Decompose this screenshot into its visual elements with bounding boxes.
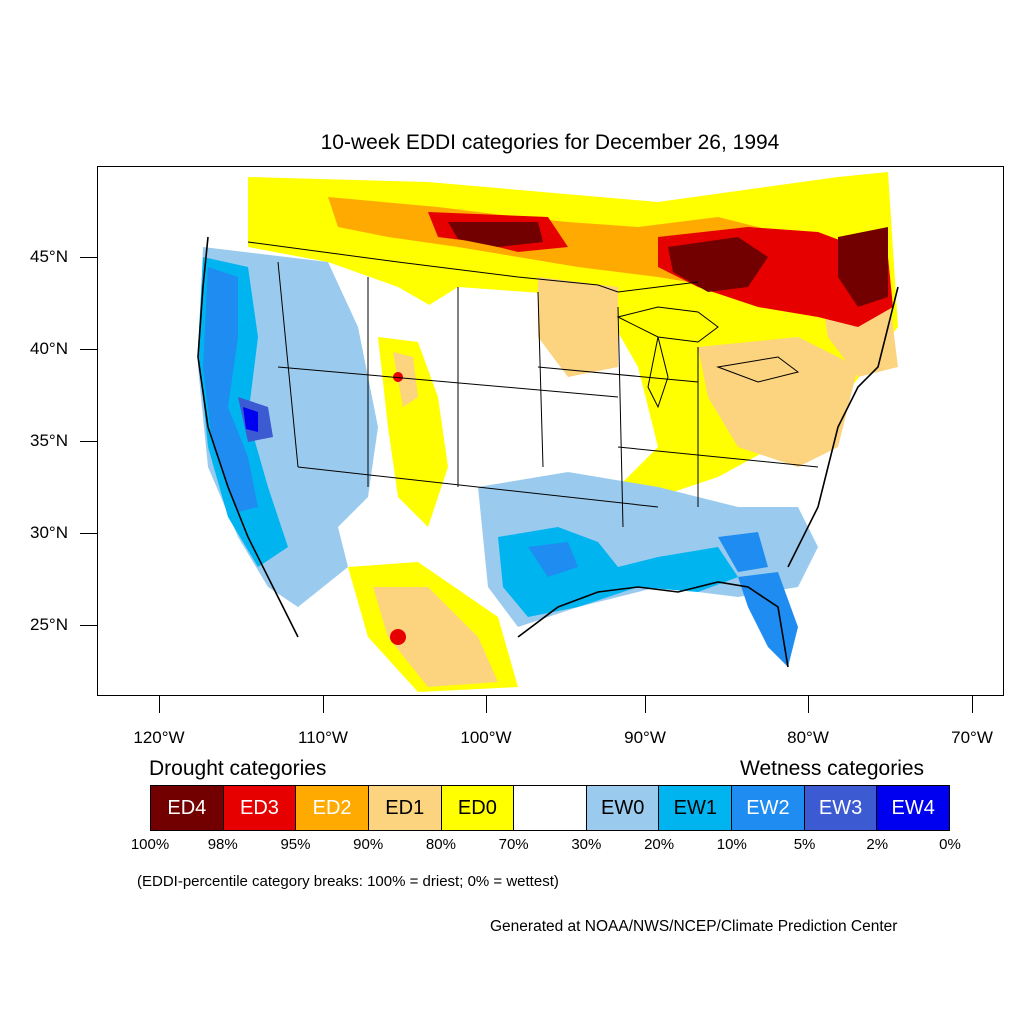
drought-heading: Drought categories [149,757,327,780]
lon-tick [645,696,646,713]
legend-swatch-ed0: ED0 [441,786,515,830]
anomaly-fill-layer [198,172,898,692]
lon-label-100: 100°W [460,728,512,747]
legend-swatch-none [514,786,587,830]
legend-swatch-ed3: ED3 [223,786,297,830]
legend-break-label: 5% [793,836,816,853]
lat-tick [80,533,97,534]
eddi-map [97,166,1004,696]
legend-break-label: 20% [644,836,675,853]
category-note: (EDDI-percentile category breaks: 100% =… [137,873,559,890]
lat-label-40: 40°N [30,339,68,358]
lat-label-35: 35°N [30,431,68,450]
lon-tick [486,696,487,713]
legend-swatch-ed2: ED2 [296,786,369,830]
legend-swatch-ew0: EW0 [586,786,660,830]
lon-tick [808,696,809,713]
legend-swatch-ew3: EW3 [804,786,878,830]
lat-label-30: 30°N [30,523,68,542]
lon-label-120: 120°W [133,728,185,747]
lon-label-70: 70°W [951,728,993,747]
legend-swatch-ew1: EW1 [659,786,733,830]
lon-label-90: 90°W [624,728,666,747]
legend-swatch-ew2: EW2 [732,786,805,830]
credit-line: Generated at NOAA/NWS/NCEP/Climate Predi… [490,918,898,935]
legend-break-label: 98% [207,836,238,853]
lon-tick [159,696,160,713]
lat-label-45: 45°N [30,247,68,266]
legend-break-label: 90% [353,836,384,853]
legend-swatch-ed4: ED4 [151,786,224,830]
legend-break-label: 95% [280,836,311,853]
lat-label-25: 25°N [30,615,68,634]
map-title: 10-week EDDI categories for December 26,… [320,131,780,154]
legend-break-label: 0% [939,836,961,853]
lon-tick [972,696,973,713]
map-canvas [197,172,899,692]
lat-tick [80,257,97,258]
lat-tick [80,625,97,626]
legend-swatch-ed1: ED1 [368,786,442,830]
wetness-heading: Wetness categories [740,757,925,780]
boundary-lines [197,236,899,668]
category-legend: ED4 ED3 ED2 ED1 ED0 EW0 EW1 EW2 EW3 EW4 [150,785,950,831]
legend-break-label: 10% [716,836,747,853]
legend-break-label: 30% [571,836,602,853]
legend-swatch-ew4: EW4 [877,786,950,830]
lat-tick [80,349,97,350]
legend-break-label: 100% [130,836,170,853]
lat-tick [80,441,97,442]
lon-tick [323,696,324,713]
lon-label-110: 110°W [298,728,348,747]
legend-break-label: 70% [498,836,529,853]
lon-label-80: 80°W [787,728,829,747]
legend-break-label: 2% [866,836,889,853]
legend-break-label: 80% [425,836,456,853]
